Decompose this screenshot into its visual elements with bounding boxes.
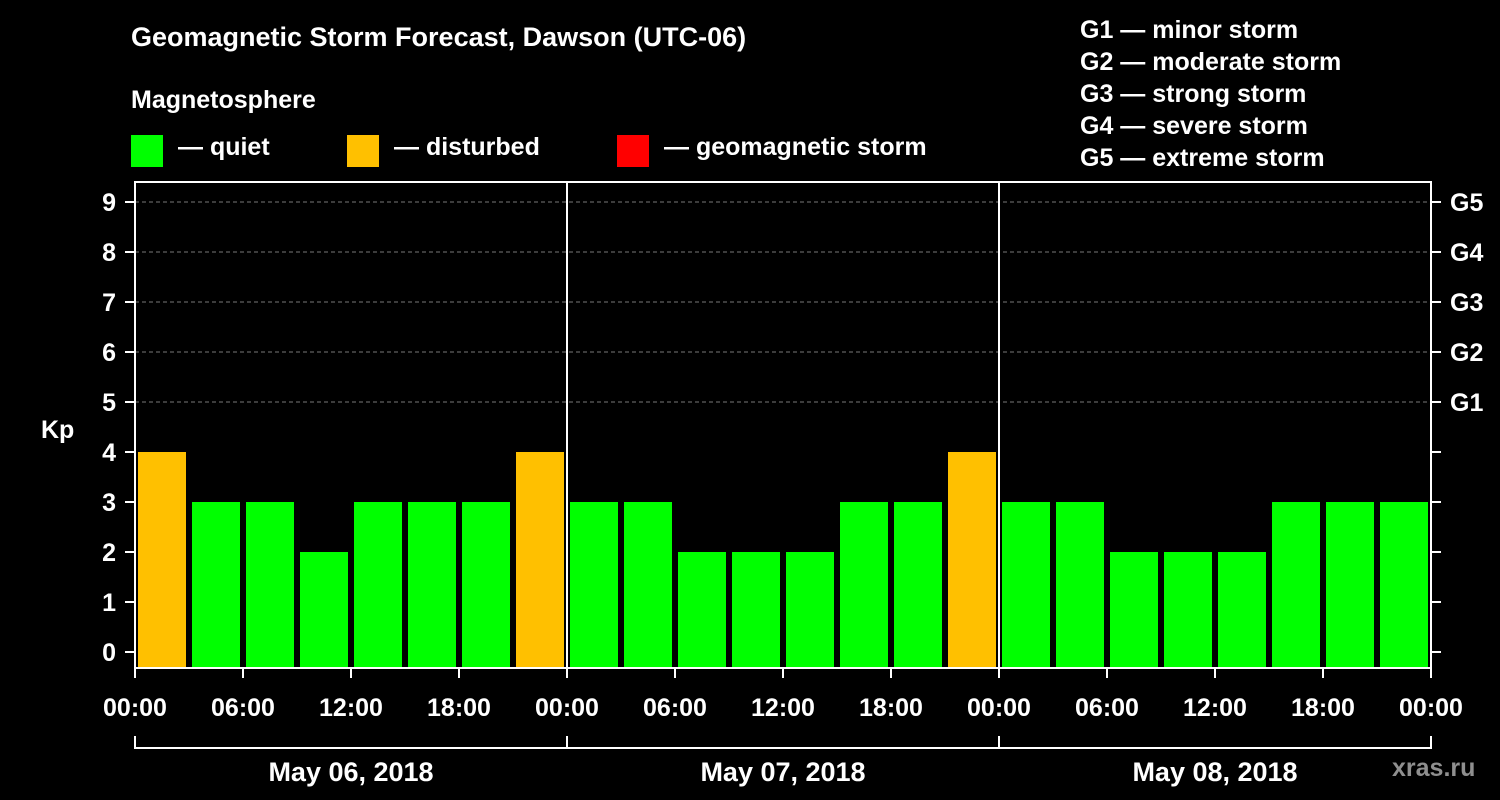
kp-bar [300,552,348,668]
y-tick-label: 2 [102,539,116,567]
kp-bar [894,502,942,668]
legend-storm-swatch [617,135,649,167]
kp-bar [1272,502,1320,668]
credit-text: xras.ru [1392,754,1476,782]
kp-bar [1002,502,1050,668]
kp-bar [624,502,672,668]
y-tick-label: 5 [102,389,116,417]
kp-bar [1326,502,1374,668]
g-level-label: G5 [1450,189,1483,217]
y-tick-label: 4 [102,439,116,467]
kp-bar [192,502,240,668]
kp-bar [516,452,564,668]
g-level-label: G2 [1450,339,1483,367]
kp-bar [354,502,402,668]
x-tick-label: 00:00 [103,694,167,722]
legend-disturbed-label: — disturbed [394,133,540,161]
x-tick-label: 00:00 [1399,694,1463,722]
kp-bar [732,552,780,668]
kp-bar [678,552,726,668]
kp-bar [570,502,618,668]
legend-quiet-label: — quiet [178,133,270,161]
g-level-label: G3 [1450,289,1483,317]
kp-bar [1164,552,1212,668]
x-tick-label: 06:00 [211,694,275,722]
x-tick-label: 06:00 [1075,694,1139,722]
storm-level-g1: G1 — minor storm [1080,16,1299,44]
y-tick-label: 7 [102,289,116,317]
y-tick-label: 0 [102,639,116,667]
g-level-label: G4 [1450,239,1483,267]
kp-bar [1218,552,1266,668]
storm-level-g2: G2 — moderate storm [1080,48,1342,76]
kp-bar [138,452,186,668]
legend-storm-label: — geomagnetic storm [664,133,927,161]
storm-levels-list: G1 — minor storm G2 — moderate storm G3 … [1080,14,1341,174]
legend-disturbed-swatch [347,135,379,167]
magnetosphere-label: Magnetosphere [131,86,316,114]
x-tick-label: 18:00 [859,694,923,722]
legend-quiet-swatch [131,135,163,167]
y-tick-label: 9 [102,189,116,217]
x-tick-label: 12:00 [319,694,383,722]
kp-bar [246,502,294,668]
g-level-label: G1 [1450,389,1483,417]
y-tick-label: 6 [102,339,116,367]
x-tick-label: 18:00 [1291,694,1355,722]
kp-bar [462,502,510,668]
day-label: May 07, 2018 [700,757,865,787]
x-tick-label: 00:00 [967,694,1031,722]
kp-bar [408,502,456,668]
chart-title: Geomagnetic Storm Forecast, Dawson (UTC-… [131,22,747,52]
storm-level-g4: G4 — severe storm [1080,112,1308,140]
y-tick-label: 3 [102,489,116,517]
y-tick-label: 8 [102,239,116,267]
x-tick-label: 00:00 [535,694,599,722]
x-tick-label: 18:00 [427,694,491,722]
storm-level-g5: G5 — extreme storm [1080,144,1325,172]
y-axis-label: Kp [41,416,74,444]
day-label: May 06, 2018 [268,757,433,787]
x-tick-label: 06:00 [643,694,707,722]
kp-bar [1056,502,1104,668]
y-tick-label: 1 [102,589,116,617]
kp-bar [840,502,888,668]
x-tick-label: 12:00 [1183,694,1247,722]
kp-bar [1110,552,1158,668]
kp-bar [948,452,996,668]
x-tick-label: 12:00 [751,694,815,722]
day-label: May 08, 2018 [1132,757,1297,787]
kp-bar [786,552,834,668]
storm-level-g3: G3 — strong storm [1080,80,1307,108]
kp-bar [1380,502,1428,668]
